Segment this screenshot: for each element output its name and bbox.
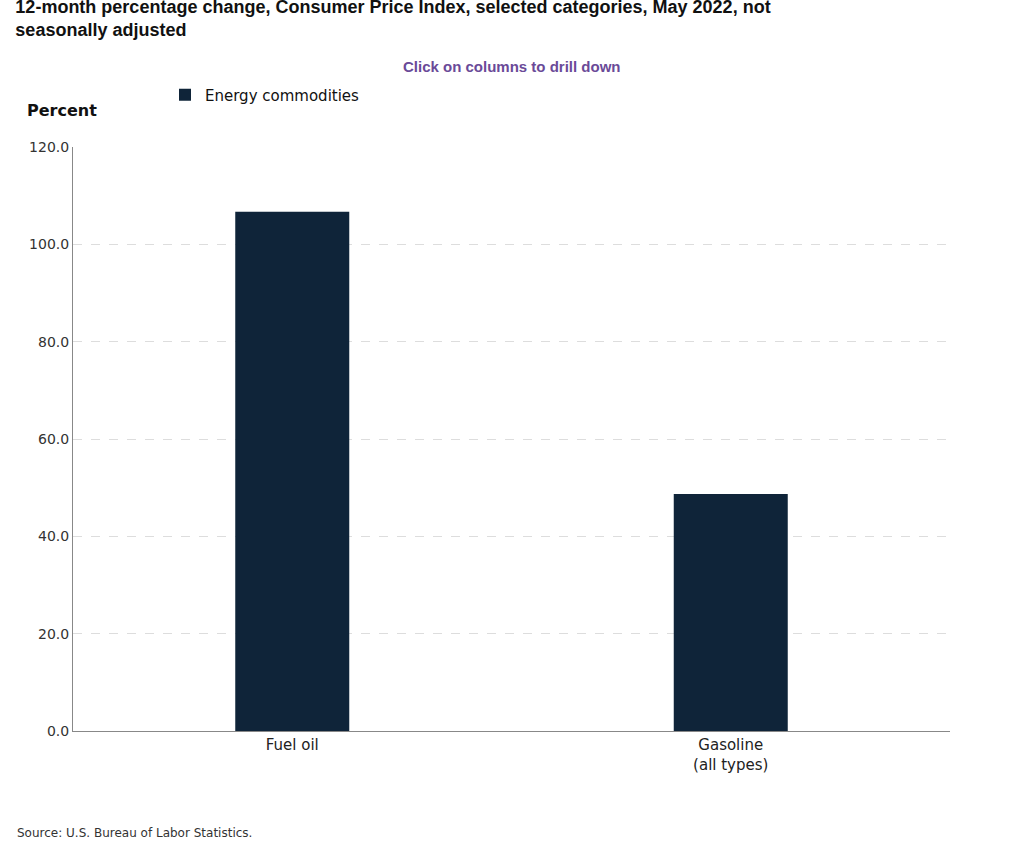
svg-text:120.0: 120.0 bbox=[29, 139, 69, 155]
svg-text:Gasoline(all types): Gasoline(all types) bbox=[693, 736, 768, 774]
svg-text:Energy commodities: Energy commodities bbox=[205, 87, 359, 105]
svg-text:0.0: 0.0 bbox=[47, 723, 69, 739]
svg-text:Fuel oil: Fuel oil bbox=[266, 736, 319, 754]
svg-text:20.0: 20.0 bbox=[38, 626, 69, 642]
svg-text:100.0: 100.0 bbox=[29, 236, 69, 252]
svg-text:60.0: 60.0 bbox=[38, 431, 69, 447]
svg-text:Source: U.S. Bureau of Labor S: Source: U.S. Bureau of Labor Statistics. bbox=[17, 826, 252, 840]
svg-text:Percent: Percent bbox=[27, 101, 97, 120]
svg-text:80.0: 80.0 bbox=[38, 334, 69, 350]
svg-text:Click on columns to drill down: Click on columns to drill down bbox=[403, 58, 621, 75]
svg-text:40.0: 40.0 bbox=[38, 528, 69, 544]
svg-text:12-month percentage change, Co: 12-month percentage change, Consumer Pri… bbox=[15, 0, 770, 40]
